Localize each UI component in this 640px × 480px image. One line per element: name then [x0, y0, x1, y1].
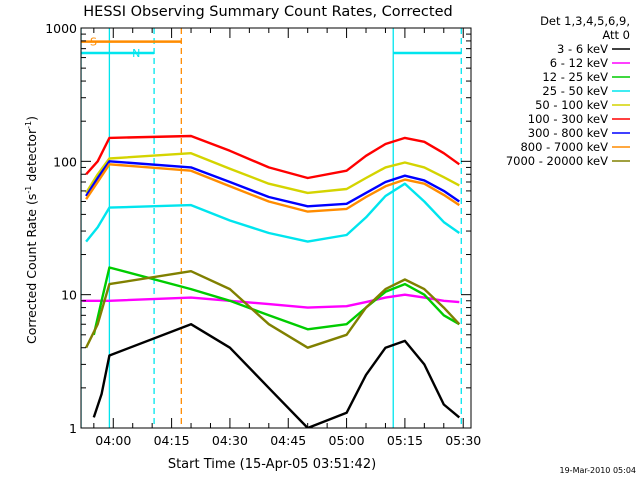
series-line-100-300-keV	[85, 134, 460, 180]
x-tick-label: 04:30	[212, 433, 248, 448]
y-tick-label: 100	[53, 154, 77, 169]
x-tick-label: 04:00	[95, 433, 131, 448]
legend-label: 6 - 12 keV	[550, 56, 608, 70]
night-label: N	[132, 47, 140, 60]
series-line-3-6-keV	[92, 323, 461, 428]
legend-label: 100 - 300 keV	[528, 112, 608, 126]
legend-header-attenuator: Att 0	[602, 28, 630, 42]
y-tick-label: 1	[69, 421, 77, 436]
y-axis-label: Corrected Count Rate (s-1 detector-1)	[24, 116, 39, 344]
legend-label: 800 - 7000 keV	[520, 140, 608, 154]
axes: 1 10 100 1000 04:00 04:15 04:30 04:45 05:00 05:15…	[45, 21, 481, 448]
saa-label: S	[90, 36, 97, 49]
y-tick-label: 1000	[45, 21, 77, 36]
plot-area: SN	[81, 28, 462, 428]
legend-label: 12 - 25 keV	[542, 70, 608, 84]
y-axis-label-sup1: -1	[24, 186, 33, 194]
legend-label: 50 - 100 keV	[535, 98, 608, 112]
series-line-50-100-keV	[85, 151, 460, 195]
series-line-25-50-keV	[85, 182, 460, 243]
x-axis-label: Start Time (15-Apr-05 03:51:42)	[168, 457, 376, 472]
series-line-7000-20000-keV	[85, 270, 461, 349]
x-tick-label: 04:15	[154, 433, 190, 448]
x-tick-label: 05:00	[329, 433, 365, 448]
y-tick-label: 10	[61, 288, 77, 303]
legend-label: 7000 - 20000 keV	[506, 154, 608, 168]
plot-frame	[80, 27, 472, 429]
legend-label: 3 - 6 keV	[557, 42, 608, 56]
y-axis-label-part3: )	[24, 116, 39, 121]
chart-title: HESSI Observing Summary Count Rates, Cor…	[83, 4, 452, 20]
x-tick-label: 05:30	[445, 433, 481, 448]
series-line-800-7000-keV	[85, 163, 460, 213]
legend-label: 25 - 50 keV	[542, 84, 608, 98]
legend-header-detectors: Det 1,3,4,5,6,9,	[540, 14, 630, 28]
series-line-300-800-keV	[85, 160, 460, 208]
legend-label: 300 - 800 keV	[528, 126, 608, 140]
y-axis-label-sup2: -1	[24, 121, 33, 129]
y-axis-label-part2: detector	[24, 128, 39, 186]
x-tick-label: 04:45	[270, 433, 306, 448]
timestamp: 19-Mar-2010 05:04	[560, 466, 637, 475]
x-tick-label: 05:15	[387, 433, 423, 448]
series-line-12-25-keV	[92, 266, 460, 336]
series-line-6-12-keV	[82, 293, 460, 309]
y-axis-label-part1: Corrected Count Rate (s	[24, 194, 39, 344]
